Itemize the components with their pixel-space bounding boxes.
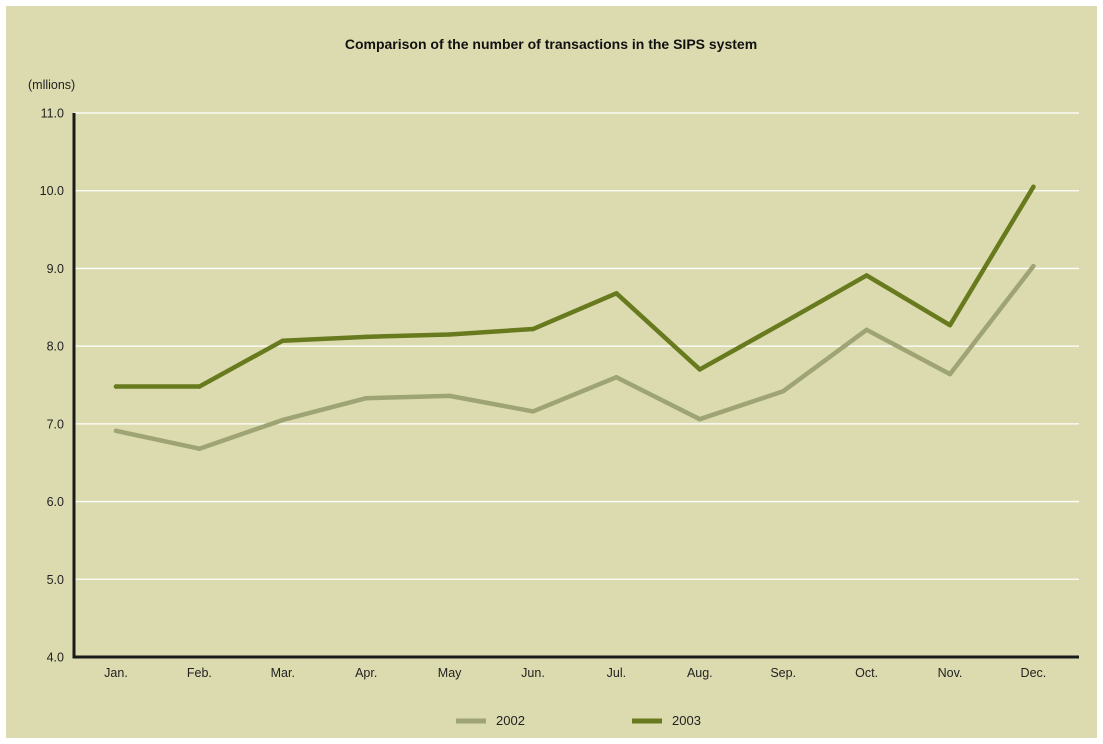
y-tick-label: 6.0 — [47, 495, 64, 509]
x-tick-label: Jul. — [607, 666, 626, 680]
data-point-2003 — [947, 322, 953, 328]
y-tick-label: 11.0 — [41, 107, 64, 121]
y-tick-label: 9.0 — [47, 262, 64, 276]
data-point-2003 — [697, 367, 702, 372]
y-tick-label: 8.0 — [47, 340, 64, 354]
x-tick-label: Jun. — [521, 666, 545, 680]
x-tick-label: Apr. — [355, 666, 377, 680]
series-line-2003 — [113, 184, 1036, 389]
data-point-2002 — [364, 396, 369, 401]
x-tick-label: May — [438, 666, 462, 680]
data-point-2002 — [697, 416, 702, 422]
data-point-2003 — [280, 338, 285, 343]
data-point-2003 — [1031, 184, 1036, 190]
x-tick-label: Sep. — [770, 666, 796, 680]
y-axis-unit-label: (mllions) — [28, 78, 75, 92]
x-tick-label: Oct. — [855, 666, 878, 680]
data-point-2002 — [197, 446, 202, 451]
data-point-2003 — [113, 384, 119, 389]
series-line-2002 — [113, 263, 1036, 451]
data-point-2003 — [614, 291, 619, 296]
data-point-2002 — [864, 327, 869, 333]
data-point-2003 — [781, 320, 786, 326]
data-point-2002 — [614, 375, 619, 380]
data-point-2002 — [113, 428, 119, 434]
x-tick-label: Feb. — [187, 666, 212, 680]
y-tick-labels: 4.0 5.0 6.0 7.0 8.0 9.0 10.0 11.0 — [40, 107, 64, 665]
axes — [72, 113, 1079, 659]
x-tick-label: Aug. — [687, 666, 713, 680]
data-point-2003 — [197, 384, 202, 389]
data-point-2002 — [1031, 263, 1036, 269]
data-point-2002 — [447, 393, 452, 399]
y-tick-label: 7.0 — [47, 417, 64, 431]
data-point-2002 — [280, 417, 285, 423]
chart-panel: Comparison of the number of transactions… — [6, 6, 1097, 738]
x-tick-label: Nov. — [938, 666, 963, 680]
y-tick-label: 5.0 — [47, 573, 64, 587]
data-point-2002 — [530, 409, 536, 414]
data-point-2003 — [447, 332, 452, 337]
chart-title: Comparison of the number of transactions… — [345, 36, 757, 52]
legend-label-2002: 2002 — [496, 713, 525, 728]
data-point-2003 — [364, 334, 369, 340]
series-lines — [113, 184, 1036, 451]
data-point-2002 — [781, 389, 786, 394]
x-tick-label: Jan. — [104, 666, 128, 680]
x-tick-label: Dec. — [1021, 666, 1047, 680]
data-point-2003 — [864, 273, 869, 278]
y-tick-label: 4.0 — [47, 651, 64, 665]
x-tick-label: Mar. — [271, 666, 295, 680]
y-tick-label: 10.0 — [40, 184, 64, 198]
data-point-2002 — [947, 371, 953, 377]
legend-label-2003: 2003 — [672, 713, 701, 728]
x-tick-labels: Jan. Feb. Mar. Apr. May Jun. Jul. Aug. Sep. Oct. N… — [104, 666, 1046, 680]
line-chart: Comparison of the number of transactions… — [28, 36, 1079, 728]
gridlines — [74, 112, 1079, 580]
data-point-2003 — [530, 326, 536, 332]
legend: 2002 2003 — [456, 713, 701, 728]
